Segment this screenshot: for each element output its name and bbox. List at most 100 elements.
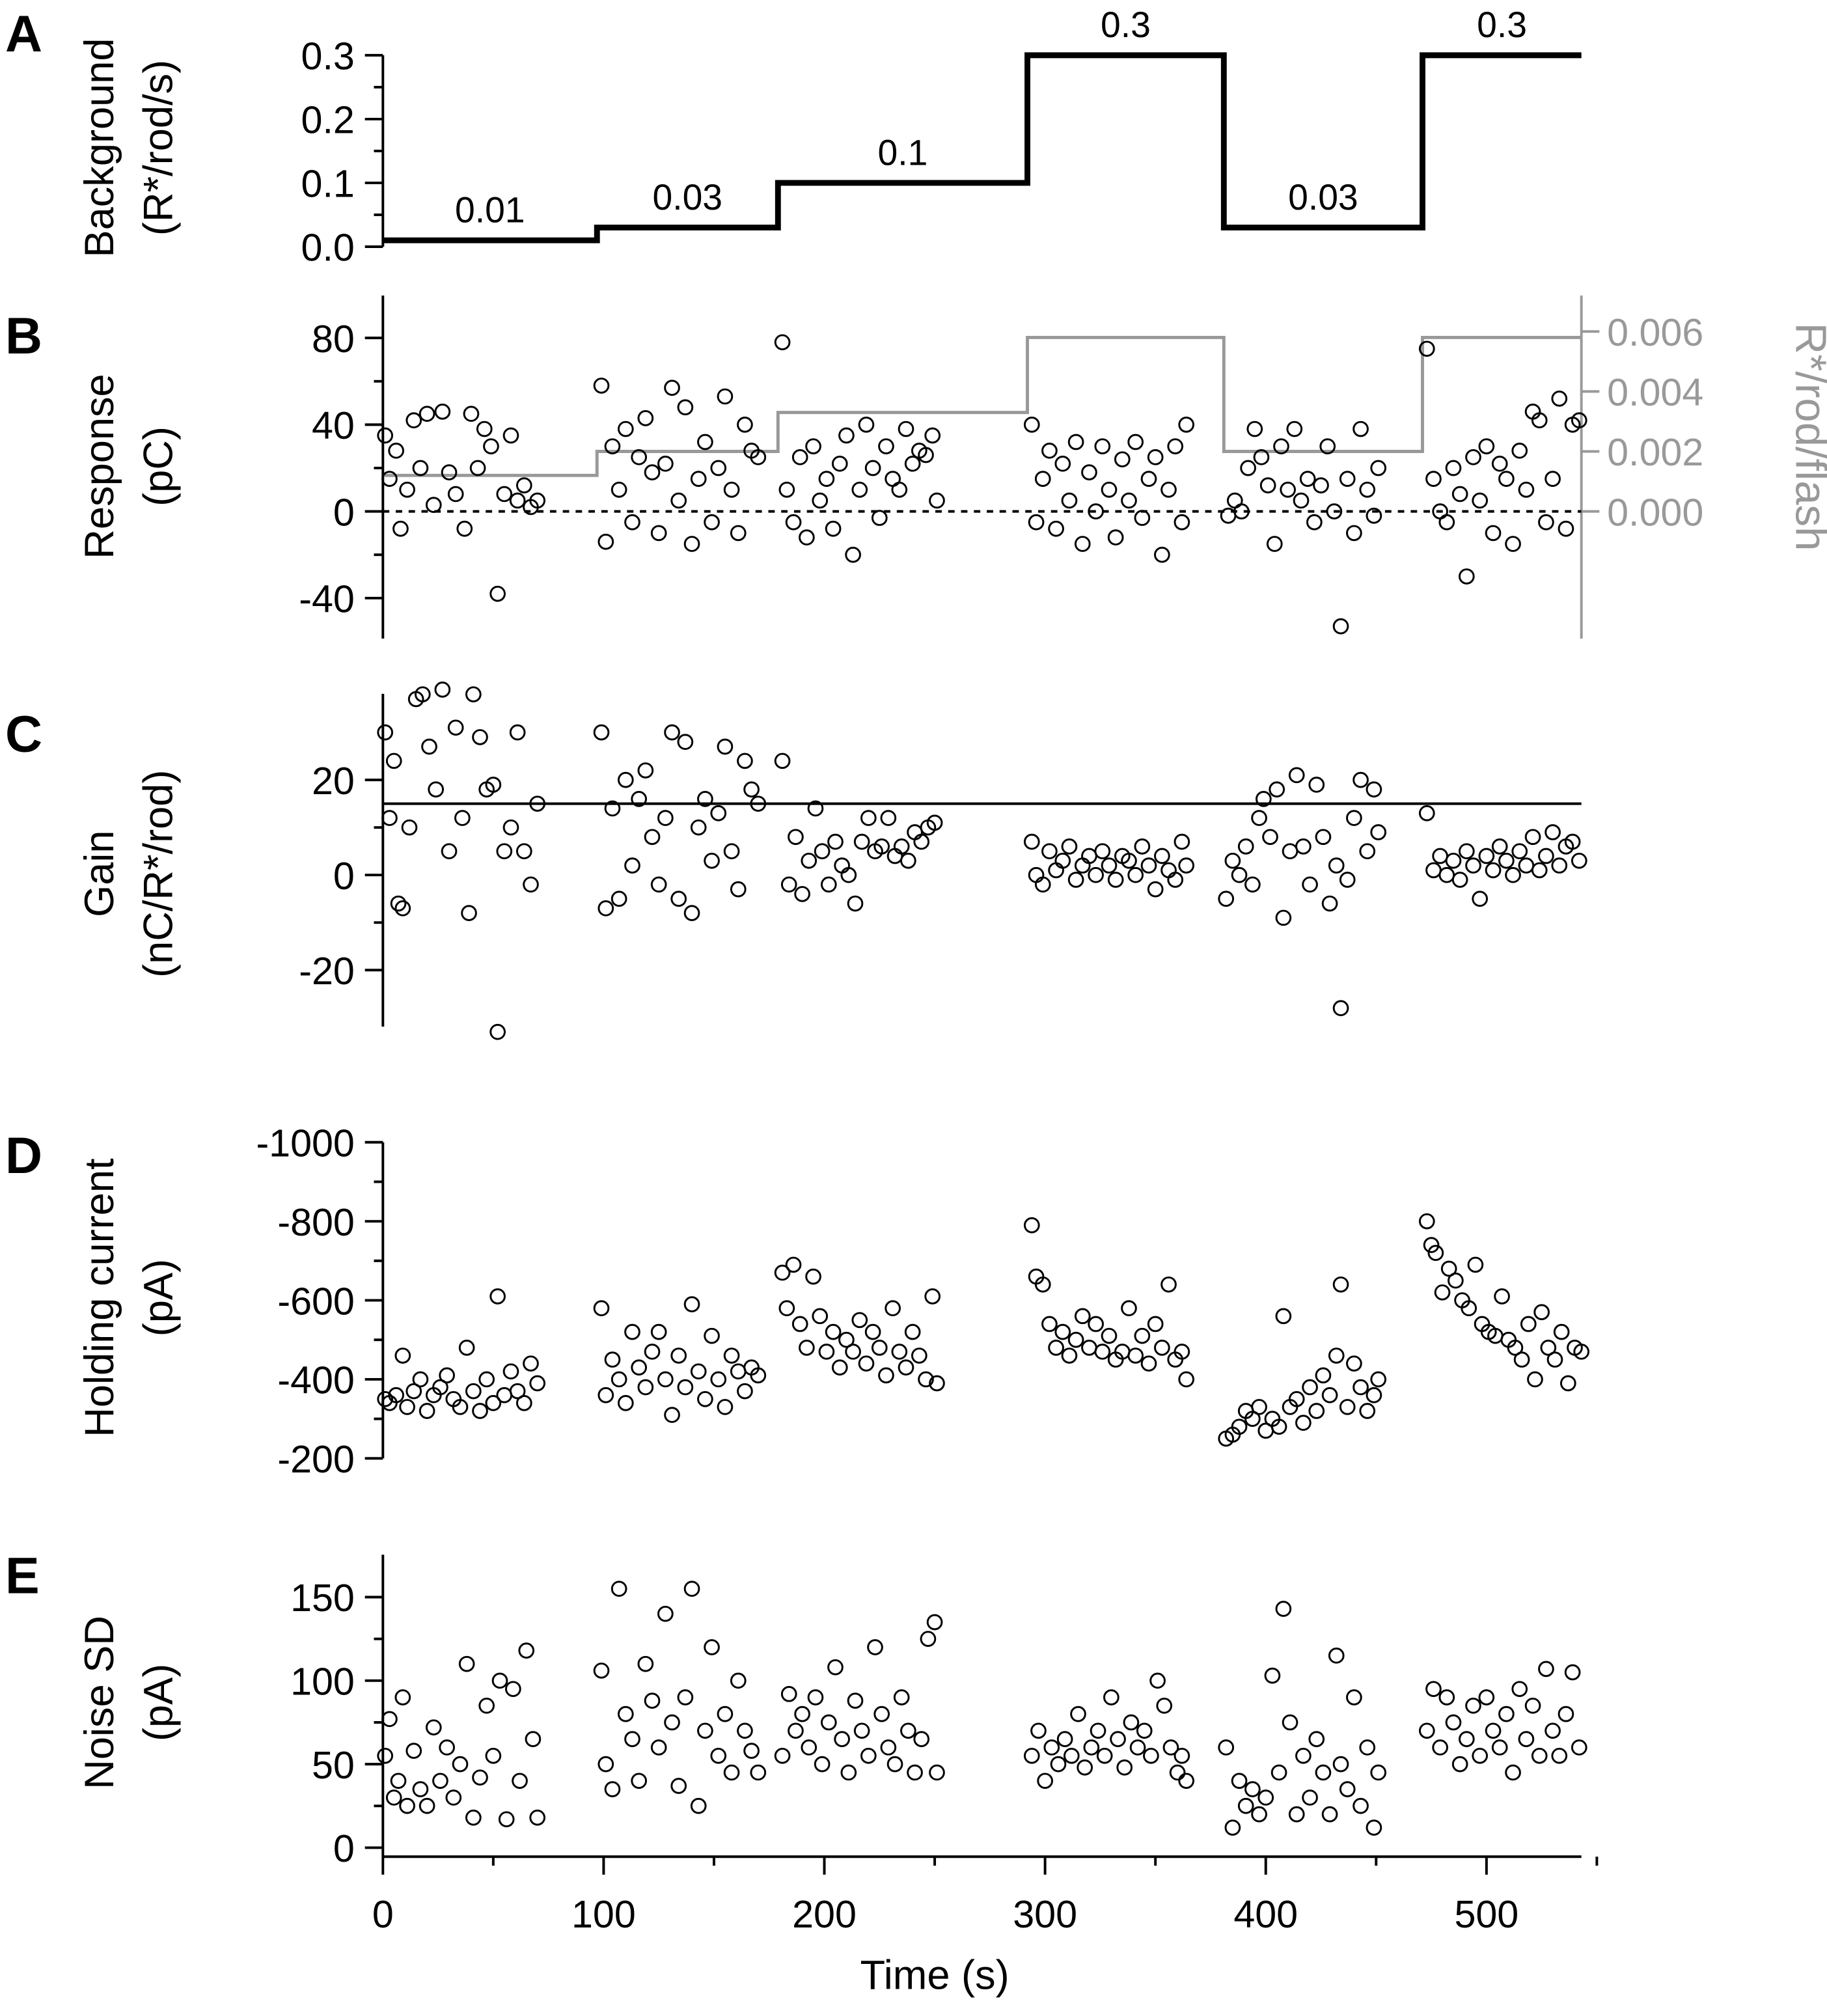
data-point	[1081, 464, 1097, 480]
data-point	[918, 447, 934, 463]
data-point	[1571, 852, 1587, 869]
data-point	[898, 1359, 914, 1376]
data-point	[483, 438, 499, 455]
data-point	[924, 427, 941, 444]
data-point	[1328, 857, 1345, 874]
data-point	[710, 460, 727, 476]
data-point	[886, 1756, 903, 1773]
y-tick-label: -800	[277, 1200, 355, 1244]
data-point	[704, 852, 720, 869]
y-axis-label-line: Background	[77, 38, 122, 257]
data-point	[1174, 1747, 1190, 1764]
data-point	[1262, 829, 1278, 846]
data-point	[677, 1689, 694, 1705]
data-point	[812, 1308, 829, 1325]
data-point	[774, 334, 791, 351]
data-point	[1458, 843, 1475, 860]
y-tick-label: 100	[290, 1660, 355, 1704]
step-label: 0.1	[877, 132, 927, 173]
data-point	[1251, 810, 1267, 826]
data-point	[864, 1323, 881, 1340]
data-point	[1154, 848, 1170, 864]
data-point	[1286, 421, 1303, 437]
data-point	[878, 438, 894, 455]
data-point	[1472, 492, 1489, 509]
data-point	[1321, 895, 1338, 912]
data-point	[1023, 1747, 1040, 1764]
y-axis-label-line: (pA)	[136, 1664, 182, 1741]
data-point	[381, 810, 398, 826]
data-point	[399, 1797, 415, 1814]
right-y-tick-label: 0.002	[1607, 430, 1703, 474]
data-point	[650, 525, 667, 542]
data-point	[717, 1399, 734, 1415]
data-point	[1434, 1284, 1451, 1301]
data-point	[472, 729, 488, 745]
data-point	[1551, 1747, 1568, 1764]
x-tick-label: 0	[372, 1892, 394, 1936]
data-point	[1295, 1747, 1312, 1764]
y-tick-label: 40	[312, 404, 355, 447]
data-point	[851, 481, 868, 498]
data-point	[441, 464, 458, 480]
data-point	[1088, 866, 1104, 883]
data-point	[818, 1344, 835, 1360]
data-point	[1237, 1797, 1254, 1814]
data-point	[873, 838, 890, 855]
data-point	[1524, 829, 1541, 846]
flash-strength-trace	[383, 336, 1582, 477]
data-point	[611, 1581, 627, 1597]
data-point	[441, 843, 458, 860]
data-point	[1288, 767, 1305, 784]
data-point	[421, 738, 437, 755]
data-point	[664, 380, 680, 396]
data-point	[1256, 791, 1272, 807]
data-point	[710, 1747, 727, 1764]
right-y-tick-label: 0.006	[1607, 311, 1703, 354]
data-point	[812, 492, 829, 509]
data-point	[1518, 1731, 1535, 1747]
data-point	[1129, 1739, 1146, 1756]
data-point	[853, 833, 870, 850]
data-point	[650, 876, 667, 893]
x-tick-label: 500	[1454, 1892, 1518, 1936]
data-point	[1418, 805, 1435, 822]
data-point	[1275, 1308, 1292, 1325]
data-point	[1448, 1272, 1464, 1289]
data-point	[929, 1764, 945, 1781]
y-tick-label: 0	[333, 1827, 355, 1870]
data-point	[377, 1747, 394, 1764]
data-point	[717, 1705, 734, 1722]
data-point	[750, 1764, 767, 1781]
data-point	[1231, 866, 1248, 883]
data-point	[1147, 881, 1164, 898]
data-point	[637, 1655, 654, 1672]
data-point	[515, 1395, 532, 1411]
data-point	[1485, 1722, 1502, 1739]
data-point	[664, 1714, 680, 1731]
data-point	[907, 1764, 923, 1781]
data-point	[683, 1581, 700, 1597]
data-point	[412, 460, 429, 476]
data-point	[432, 1773, 448, 1789]
data-point	[860, 1747, 877, 1764]
data-point	[425, 1719, 442, 1736]
data-point	[900, 1722, 916, 1739]
data-point	[485, 1747, 502, 1764]
data-point	[405, 1383, 422, 1400]
right-y-tick-label: 0.000	[1607, 490, 1703, 534]
data-point	[1346, 810, 1362, 826]
data-point	[394, 1347, 411, 1364]
data-point	[723, 843, 740, 860]
data-point	[478, 1697, 495, 1714]
data-point	[818, 471, 835, 487]
data-point	[598, 1756, 614, 1773]
data-point	[717, 388, 734, 405]
data-point	[456, 520, 473, 537]
panel-c: C Gain (nC/R*/rod) 20 0 -20	[5, 682, 1587, 1040]
data-point	[1167, 872, 1184, 888]
data-point	[737, 417, 753, 433]
data-point	[1101, 481, 1118, 498]
data-point	[1538, 1661, 1554, 1678]
data-point	[447, 486, 464, 503]
